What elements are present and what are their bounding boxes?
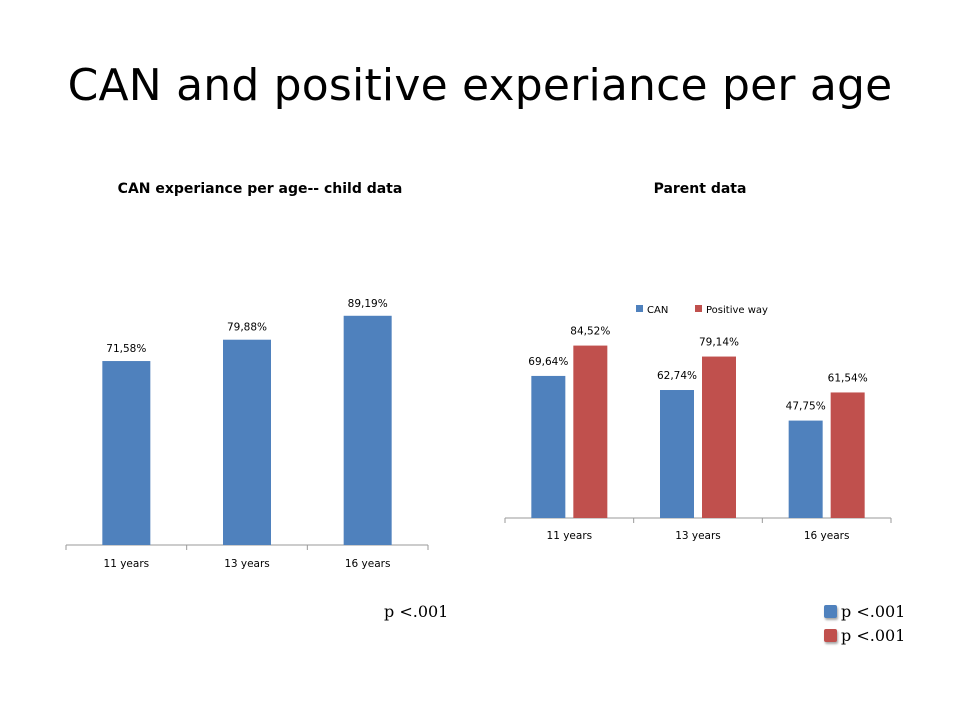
bar-can-16-years	[788, 420, 823, 518]
child-significance-note: p <.001	[384, 602, 449, 621]
x-tick-label: 16 years	[345, 558, 391, 570]
data-label: 61,54%	[828, 372, 868, 384]
child-chart-title: CAN experiance per age-- child data	[117, 181, 403, 197]
bar-positive-13-years	[702, 356, 736, 518]
parent-can-significance-key: p <.001	[824, 602, 905, 621]
bar-can-11-years	[531, 375, 566, 518]
can-swatch-icon	[824, 605, 837, 618]
bar-positive-11-years	[573, 345, 608, 518]
bar-child-11-years	[102, 361, 151, 545]
data-label: 62,74%	[657, 370, 697, 382]
positive-swatch-icon	[824, 629, 837, 642]
legend-label: CAN	[647, 305, 668, 316]
slide-title: CAN and positive experiance per age	[67, 60, 893, 111]
x-tick-label: 11 years	[104, 558, 150, 570]
data-label: 84,52%	[570, 326, 610, 338]
bar-child-16-years	[343, 315, 392, 545]
bar-can-13-years	[660, 390, 694, 518]
data-label: 79,14%	[699, 337, 739, 349]
parent-positive-significance-key: p <.001	[824, 626, 905, 645]
parent-chart-title: Parent data	[653, 181, 747, 197]
data-label: 79,88%	[227, 322, 267, 334]
x-tick-label: 13 years	[224, 558, 270, 570]
bar-positive-16-years	[830, 392, 865, 518]
data-label: 69,64%	[528, 356, 568, 368]
x-tick-label: 11 years	[547, 530, 593, 542]
parent-positive-significance-note: p <.001	[841, 626, 906, 645]
legend-swatch-positive	[695, 305, 702, 312]
data-label: 71,58%	[106, 343, 146, 355]
x-tick-label: 13 years	[675, 530, 721, 542]
legend-swatch-can	[636, 305, 643, 312]
legend-label: Positive way	[706, 305, 768, 316]
parent-can-significance-note: p <.001	[841, 602, 906, 621]
data-label: 47,75%	[786, 401, 826, 413]
data-label: 89,19%	[348, 298, 388, 310]
bar-child-13-years	[223, 339, 271, 545]
x-tick-label: 16 years	[804, 530, 850, 542]
